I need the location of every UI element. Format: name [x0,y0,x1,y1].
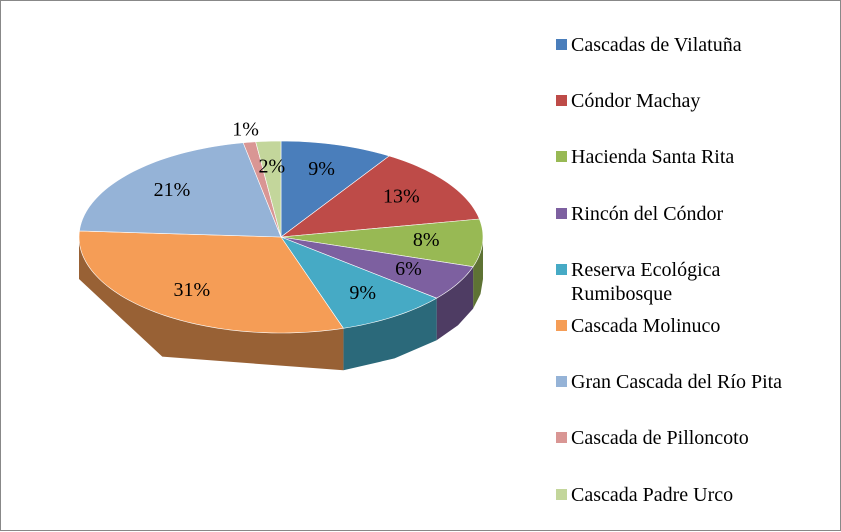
data-label: 8% [413,229,440,251]
legend-item: Cóndor Machay [556,89,816,113]
slice [280,236,474,299]
legend-label: Gran Cascada del Río Pita [571,371,783,394]
slice-side [436,266,474,341]
slice [255,140,282,238]
data-label: 13% [383,186,420,208]
legend-item: Hacienda Santa Rita [556,145,816,169]
slice [79,142,282,238]
legend-item: Cascada de Pilloncoto [556,426,816,450]
slice-side [473,237,483,309]
legend-swatch [556,39,567,50]
legend-label: Cascada Molinuco [571,315,721,337]
data-label: 21% [154,179,191,201]
legend-item: Cascada Molinuco [556,314,816,338]
legend-label: Hacienda Santa Rita [571,146,735,169]
legend-swatch [556,263,567,275]
slice [280,140,390,238]
legend-swatch [556,95,567,107]
legend-item: Rincón del Cóndor [556,202,816,226]
legend-label: Cóndor Machay [571,90,701,113]
slice [279,155,480,238]
data-label: 31% [174,279,211,301]
legend-swatch [556,432,567,444]
slice [280,218,484,267]
legend-swatch [556,320,567,331]
legend-swatch [556,151,567,163]
data-label: 9% [349,282,376,304]
slice-side [79,237,344,371]
data-label: 2% [259,156,286,178]
legend-label: Rincón del Cóndor [571,202,724,225]
legend-label: Cascada Padre Urco [571,483,734,506]
data-label: 6% [395,258,422,280]
legend-item: Reserva Ecológica Rumibosque [556,258,816,306]
legend-swatch [556,376,567,388]
slice-side [343,298,437,371]
legend-item: Cascadas de Vilatuña [556,33,816,57]
legend-label: Cascada de Pilloncoto [571,427,749,450]
data-label: 1% [232,118,259,140]
legend-item: Cascada Padre Urco [556,483,816,507]
legend-swatch [556,488,567,500]
legend-item: Gran Cascada del Río Pita [556,370,816,394]
slice [280,236,438,329]
data-label: 9% [308,158,335,180]
legend-label: Reserva Ecológica Rumibosque [571,258,721,305]
slice [78,230,344,334]
legend-swatch [556,207,567,219]
legend-label: Cascadas de Vilatuña [571,34,742,56]
